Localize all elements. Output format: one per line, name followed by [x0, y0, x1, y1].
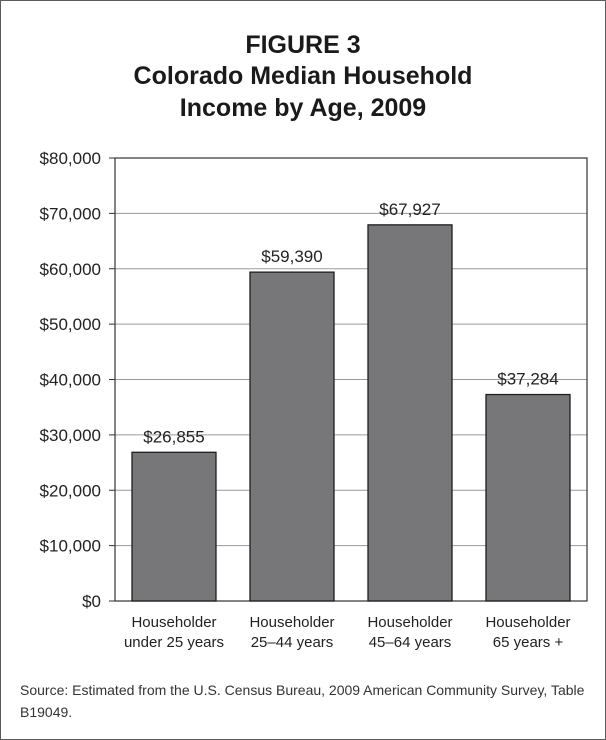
bar: [485, 393, 571, 602]
bar: [367, 224, 453, 602]
source-note: Source: Estimated from the U.S. Census B…: [20, 682, 585, 720]
figure-label: FIGURE 3: [245, 31, 361, 59]
chart-title-line-1: Colorado Median Household: [133, 62, 473, 90]
bar: [131, 451, 217, 602]
bar-value-label: $59,390: [261, 247, 322, 266]
y-tick-label: $40,000: [40, 371, 101, 390]
y-tick-label: $60,000: [40, 260, 101, 279]
x-category-label: Householder: [131, 614, 216, 631]
plot-area-border: [114, 157, 588, 602]
y-tick-label: $50,000: [40, 315, 101, 334]
chart-title-line-2: Income by Age, 2009: [179, 94, 427, 122]
figure-title-block: FIGURE 3 Colorado Median Household Incom…: [0, 30, 606, 124]
y-tick-label: $0: [82, 592, 101, 611]
y-tick-label: $70,000: [40, 204, 101, 223]
bar-value-label: $26,855: [143, 427, 204, 446]
bar-value-label: $67,927: [379, 200, 440, 219]
y-tick-label: $20,000: [40, 481, 101, 500]
x-category-label: 45–64 years: [369, 634, 452, 651]
x-category-label: Householder: [485, 614, 570, 631]
x-category-label: 65 years +: [493, 634, 564, 651]
bar: [249, 271, 335, 602]
x-category-label: Householder: [249, 614, 334, 631]
y-tick-label: $30,000: [40, 426, 101, 445]
x-category-label: under 25 years: [124, 634, 224, 651]
x-category-label: 25–44 years: [251, 634, 334, 651]
bar-value-label: $37,284: [497, 370, 558, 389]
x-category-label: Householder: [367, 614, 452, 631]
y-tick-label: $10,000: [40, 537, 101, 556]
y-tick-label: $80,000: [40, 149, 101, 168]
